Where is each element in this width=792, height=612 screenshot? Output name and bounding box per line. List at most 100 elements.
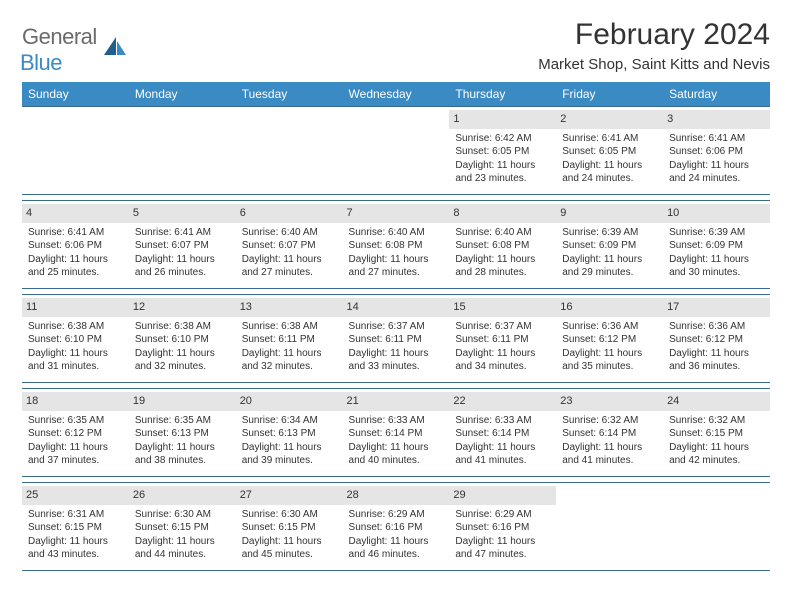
day-number: 8 [449, 204, 556, 223]
calendar-day-cell: 9Sunrise: 6:39 AMSunset: 6:09 PMDaylight… [556, 201, 663, 289]
sunset-line: Sunset: 6:11 PM [455, 333, 550, 347]
sunrise-line: Sunrise: 6:31 AM [28, 508, 123, 522]
daylight-line: Daylight: 11 hours and 24 minutes. [562, 159, 657, 186]
calendar-day-cell: 4 Sunrise: 6:41 AMSunset: 6:06 PMDaylight… [22, 201, 129, 289]
day-number: 29 [449, 486, 556, 505]
calendar-day-cell: 28Sunrise: 6:29 AMSunset: 6:16 PMDayligh… [343, 483, 450, 571]
calendar-day-cell [129, 107, 236, 195]
day-content: Sunrise: 6:37 AMSunset: 6:11 PMDaylight:… [347, 320, 446, 374]
daylight-line: Daylight: 11 hours and 39 minutes. [242, 441, 337, 468]
calendar-day-cell: 24Sunrise: 6:32 AMSunset: 6:15 PMDayligh… [663, 389, 770, 477]
daylight-line: Daylight: 11 hours and 30 minutes. [669, 253, 764, 280]
calendar-day-cell [343, 107, 450, 195]
day-content: Sunrise: 6:40 AMSunset: 6:07 PMDaylight:… [240, 226, 339, 280]
sunset-line: Sunset: 6:14 PM [349, 427, 444, 441]
daylight-line: Daylight: 11 hours and 47 minutes. [455, 535, 550, 562]
day-number: 25 [22, 486, 129, 505]
daylight-line: Daylight: 11 hours and 34 minutes. [455, 347, 550, 374]
day-number: 20 [236, 392, 343, 411]
day-content: Sunrise: 6:30 AMSunset: 6:15 PMDaylight:… [240, 508, 339, 562]
sunrise-line: Sunrise: 6:37 AM [455, 320, 550, 334]
day-number: 17 [663, 298, 770, 317]
calendar-table: Sunday Monday Tuesday Wednesday Thursday… [22, 82, 770, 571]
day-number: 5 [129, 204, 236, 223]
weekday-header: Monday [129, 82, 236, 107]
daylight-line: Daylight: 11 hours and 24 minutes. [669, 159, 764, 186]
sunset-line: Sunset: 6:13 PM [242, 427, 337, 441]
month-title: February 2024 [538, 18, 770, 52]
day-number: 27 [236, 486, 343, 505]
calendar-week-row: 4Sunrise: 6:41 AMSunset: 6:06 PMDaylight… [22, 201, 770, 289]
day-content: Sunrise: 6:35 AMSunset: 6:12 PMDaylight:… [26, 414, 125, 468]
calendar-week-row: 25Sunrise: 6:31 AMSunset: 6:15 PMDayligh… [22, 483, 770, 571]
sunset-line: Sunset: 6:15 PM [28, 521, 123, 535]
sunrise-line: Sunrise: 6:42 AM [455, 132, 550, 146]
day-content: Sunrise: 6:41 AMSunset: 6:06 PMDaylight:… [26, 226, 125, 280]
daylight-line: Daylight: 11 hours and 36 minutes. [669, 347, 764, 374]
daylight-line: Daylight: 11 hours and 29 minutes. [562, 253, 657, 280]
weekday-header: Wednesday [343, 82, 450, 107]
day-number: 7 [343, 204, 450, 223]
day-content: Sunrise: 6:40 AMSunset: 6:08 PMDaylight:… [347, 226, 446, 280]
sunrise-line: Sunrise: 6:38 AM [28, 320, 123, 334]
day-number: 15 [449, 298, 556, 317]
sunset-line: Sunset: 6:06 PM [28, 239, 123, 253]
weekday-header: Tuesday [236, 82, 343, 107]
calendar-day-cell: 2Sunrise: 6:41 AMSunset: 6:05 PMDaylight… [556, 107, 663, 195]
calendar-week-row: 11Sunrise: 6:38 AMSunset: 6:10 PMDayligh… [22, 295, 770, 383]
day-number: 4 [22, 204, 129, 223]
sunrise-line: Sunrise: 6:35 AM [135, 414, 230, 428]
day-content: Sunrise: 6:40 AMSunset: 6:08 PMDaylight:… [453, 226, 552, 280]
day-content: Sunrise: 6:34 AMSunset: 6:13 PMDaylight:… [240, 414, 339, 468]
calendar-day-cell: 10Sunrise: 6:39 AMSunset: 6:09 PMDayligh… [663, 201, 770, 289]
calendar-day-cell: 23Sunrise: 6:32 AMSunset: 6:14 PMDayligh… [556, 389, 663, 477]
calendar-day-cell [236, 107, 343, 195]
daylight-line: Daylight: 11 hours and 27 minutes. [242, 253, 337, 280]
day-content: Sunrise: 6:37 AMSunset: 6:11 PMDaylight:… [453, 320, 552, 374]
sunset-line: Sunset: 6:12 PM [28, 427, 123, 441]
calendar-day-cell: 1Sunrise: 6:42 AMSunset: 6:05 PMDaylight… [449, 107, 556, 195]
daylight-line: Daylight: 11 hours and 41 minutes. [562, 441, 657, 468]
sunset-line: Sunset: 6:09 PM [669, 239, 764, 253]
calendar-page: General Blue February 2024 Market Shop, … [0, 0, 792, 571]
sunrise-line: Sunrise: 6:38 AM [135, 320, 230, 334]
day-number: 3 [663, 110, 770, 129]
sunrise-line: Sunrise: 6:38 AM [242, 320, 337, 334]
sunset-line: Sunset: 6:05 PM [562, 145, 657, 159]
day-content: Sunrise: 6:38 AMSunset: 6:11 PMDaylight:… [240, 320, 339, 374]
daylight-line: Daylight: 11 hours and 46 minutes. [349, 535, 444, 562]
calendar-day-cell: 25 Sunrise: 6:31 AMSunset: 6:15 PMDayligh… [22, 483, 129, 571]
sunrise-line: Sunrise: 6:40 AM [455, 226, 550, 240]
day-number: 12 [129, 298, 236, 317]
day-content: Sunrise: 6:38 AMSunset: 6:10 PMDaylight:… [133, 320, 232, 374]
calendar-body: 1Sunrise: 6:42 AMSunset: 6:05 PMDaylight… [22, 107, 770, 571]
sunset-line: Sunset: 6:12 PM [669, 333, 764, 347]
day-number: 23 [556, 392, 663, 411]
sunset-line: Sunset: 6:08 PM [349, 239, 444, 253]
calendar-day-cell: 26Sunrise: 6:30 AMSunset: 6:15 PMDayligh… [129, 483, 236, 571]
sail-icon [102, 35, 128, 62]
calendar-day-cell: 13Sunrise: 6:38 AMSunset: 6:11 PMDayligh… [236, 295, 343, 383]
sunrise-line: Sunrise: 6:41 AM [135, 226, 230, 240]
weekday-header: Thursday [449, 82, 556, 107]
calendar-day-cell: 18Sunrise: 6:35 AMSunset: 6:12 PMDayligh… [22, 389, 129, 477]
weekday-header: Sunday [22, 82, 129, 107]
weekday-header-row: Sunday Monday Tuesday Wednesday Thursday… [22, 82, 770, 107]
header: General Blue February 2024 Market Shop, … [22, 18, 770, 76]
daylight-line: Daylight: 11 hours and 40 minutes. [349, 441, 444, 468]
calendar-week-row: 18Sunrise: 6:35 AMSunset: 6:12 PMDayligh… [22, 389, 770, 477]
day-number: 21 [343, 392, 450, 411]
sunrise-line: Sunrise: 6:33 AM [349, 414, 444, 428]
day-content: Sunrise: 6:41 AMSunset: 6:05 PMDaylight:… [560, 132, 659, 186]
day-content: Sunrise: 6:29 AMSunset: 6:16 PMDaylight:… [347, 508, 446, 562]
day-number: 11 [22, 298, 129, 317]
day-content: Sunrise: 6:30 AMSunset: 6:15 PMDaylight:… [133, 508, 232, 562]
calendar-day-cell: 12 Sunrise: 6:38 AMSunset: 6:10 PMDayligh… [129, 295, 236, 383]
calendar-day-cell: 7 Sunrise: 6:40 AMSunset: 6:08 PMDaylight… [343, 201, 450, 289]
day-content: Sunrise: 6:33 AMSunset: 6:14 PMDaylight:… [347, 414, 446, 468]
weekday-header: Friday [556, 82, 663, 107]
daylight-line: Daylight: 11 hours and 43 minutes. [28, 535, 123, 562]
calendar-day-cell [556, 483, 663, 571]
day-content: Sunrise: 6:36 AMSunset: 6:12 PMDaylight:… [667, 320, 766, 374]
calendar-day-cell: 6Sunrise: 6:40 AMSunset: 6:07 PMDaylight… [236, 201, 343, 289]
